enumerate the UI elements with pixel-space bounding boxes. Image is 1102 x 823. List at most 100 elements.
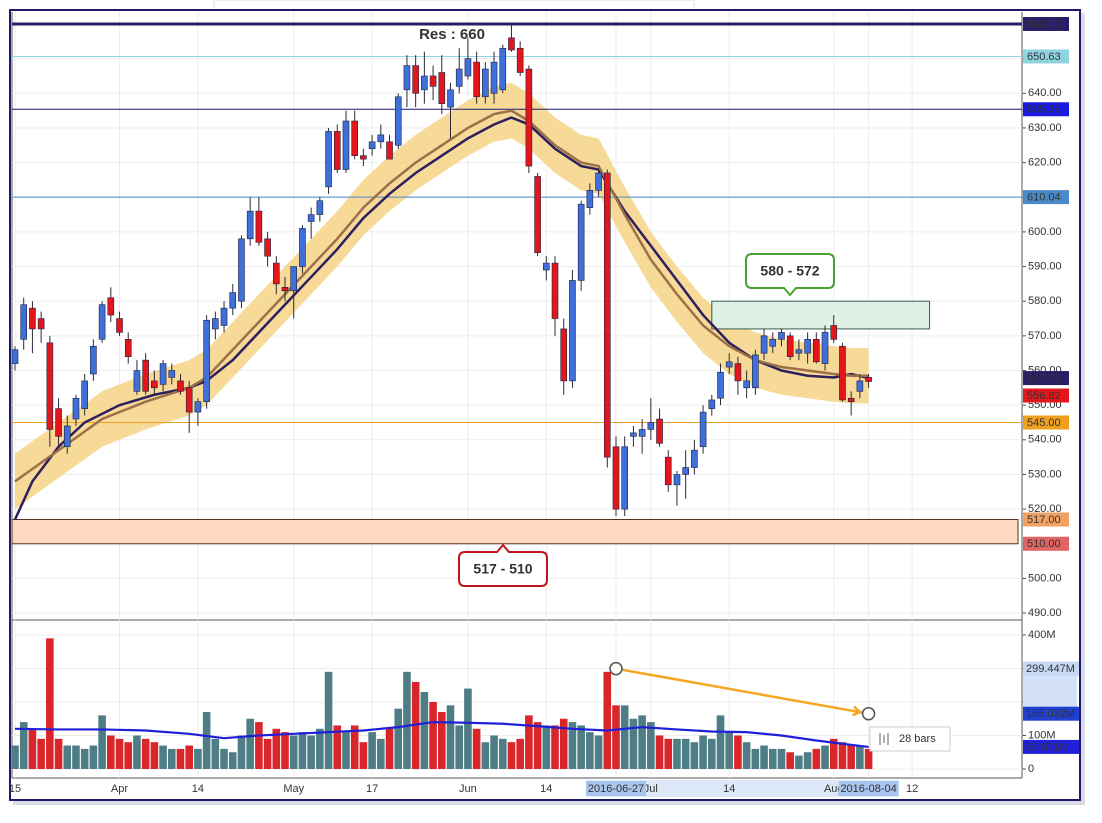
volume-bar (612, 705, 620, 769)
y-tick-label: 640.00 (1028, 87, 1062, 99)
volume-bar (115, 738, 124, 769)
volume-bar (263, 738, 272, 769)
arrow-head (851, 705, 862, 717)
y-tick-label: 630.00 (1028, 122, 1062, 134)
candle-body (682, 467, 689, 475)
volume-bar (394, 708, 403, 769)
highlight-strip (585, 780, 899, 797)
level-label-box (1023, 415, 1069, 430)
candle-body (438, 72, 446, 104)
candle-body (342, 120, 350, 170)
candle-body (333, 131, 341, 170)
candle-body (29, 307, 36, 330)
x-highlight-box (585, 781, 646, 796)
volume-bar (141, 738, 150, 769)
candle-body (264, 238, 271, 257)
volume-bar (333, 725, 342, 769)
candle-body (98, 304, 106, 340)
ma-label-box (1023, 739, 1079, 754)
candle-body (630, 432, 637, 437)
candle-body (656, 418, 663, 444)
candle-body (752, 354, 759, 389)
candle-body (455, 68, 463, 87)
x-tick-label: 14 (723, 783, 735, 795)
volume-bar (437, 712, 446, 769)
candle-body (778, 332, 785, 340)
x-tick-label: Apr (111, 783, 128, 795)
volume-bar (629, 718, 638, 769)
candle-body (290, 266, 298, 292)
volume-bar (620, 705, 629, 769)
level-label: 650.63 (1027, 51, 1061, 63)
candle-body (647, 422, 655, 430)
candle-body (569, 280, 576, 382)
bars-count-box (869, 726, 951, 752)
candle-body (255, 210, 263, 243)
candle-body (386, 141, 393, 160)
volume-bar (847, 745, 855, 769)
candle-body (482, 68, 489, 98)
volume-bar (89, 745, 98, 769)
volume-bar (228, 752, 237, 769)
candle-body (560, 328, 568, 382)
candle-body (499, 47, 507, 91)
volume-bar (150, 742, 159, 769)
volume-bar (551, 725, 559, 769)
y-tick-label: 600.00 (1028, 226, 1062, 238)
volume-bar (655, 735, 664, 769)
volume-bar (525, 715, 533, 769)
x-highlight-label: 2016-06-27 (588, 783, 644, 795)
ma-line (14, 109, 869, 483)
zone-label-box (1023, 536, 1069, 551)
arrow-label-box (1023, 706, 1079, 721)
candle-body (699, 411, 707, 448)
candle-body (691, 449, 698, 468)
candle-body (272, 262, 280, 285)
volume-bar (742, 742, 751, 769)
last-close-label-box (1023, 388, 1069, 403)
arrow-label: 299.447M (1026, 663, 1075, 675)
volume-bar (647, 722, 655, 769)
candle-body (708, 399, 716, 409)
y-tick-label: 570.00 (1028, 330, 1062, 342)
volume-bar (185, 745, 193, 769)
x-tick-label: May (283, 783, 304, 795)
y-tick-label: 490.00 (1028, 607, 1062, 619)
volume-bar (821, 745, 829, 769)
volume-bar (446, 705, 455, 769)
volume-bar (786, 752, 794, 769)
callout-label: 580 - 572 (760, 263, 819, 279)
candle-body (543, 262, 550, 271)
candle-body (238, 238, 245, 302)
candle-body (107, 297, 115, 316)
y-tick-label: 500.00 (1028, 572, 1062, 584)
volume-bar (237, 735, 246, 769)
y-tick-label: 580.00 (1028, 295, 1062, 307)
level-label-box (1023, 190, 1069, 205)
bars-count-label: 28 bars (899, 733, 936, 745)
candle-body (168, 370, 176, 378)
candle-body (368, 141, 376, 150)
volume-bar (202, 712, 211, 769)
volume-bar (812, 748, 821, 769)
volume-bar (377, 738, 385, 769)
candle-body (351, 120, 358, 156)
volume-bar (507, 742, 516, 769)
volume-bar (638, 715, 646, 769)
ma-label: 65.871M (1026, 741, 1069, 753)
candle-body (821, 332, 829, 364)
volume-bar (829, 738, 838, 769)
volume-bar (28, 728, 37, 769)
candle-body (534, 176, 541, 253)
candle-body (673, 474, 681, 486)
candle-body (473, 61, 480, 98)
candle-body (203, 319, 210, 402)
volume-bar (316, 728, 324, 769)
x-highlight-box (838, 781, 899, 796)
candle-body (603, 172, 611, 458)
candle-body (325, 131, 332, 188)
candle-body (394, 96, 402, 146)
volume-bar (307, 735, 315, 769)
